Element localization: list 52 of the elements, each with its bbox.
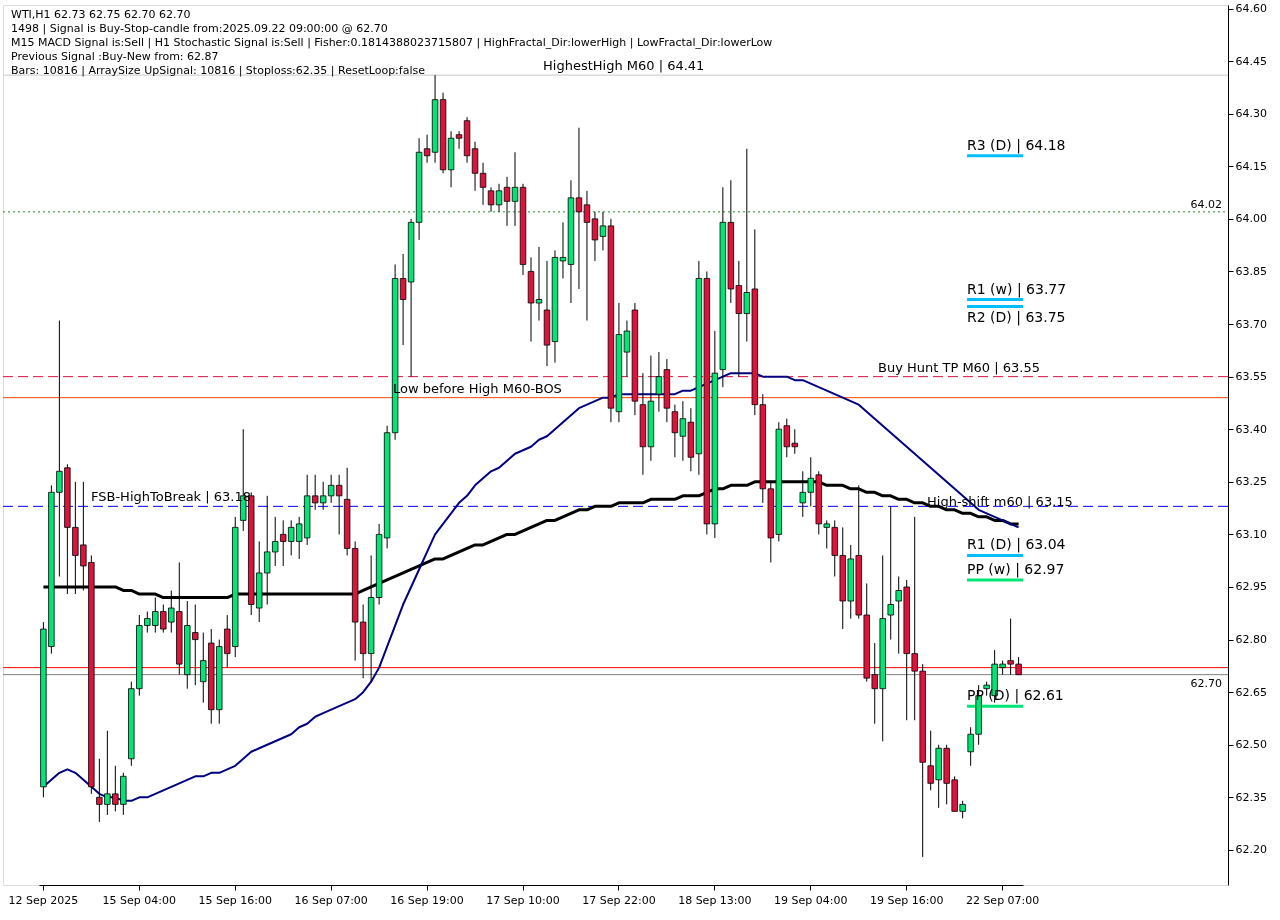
y-tick-label: 62.35 (1235, 790, 1267, 804)
candlestick (503, 176, 511, 227)
ref-line-label: R3 (D) | 64.18 (967, 136, 1066, 154)
ref-line-label: HighestHigh M60 | 64.41 (543, 58, 705, 74)
y-tick-label: 63.55 (1235, 370, 1267, 384)
candlestick (583, 190, 591, 322)
candlestick (479, 162, 487, 206)
candlestick (575, 127, 583, 290)
x-tick-label: 15 Sep 16:00 (198, 893, 272, 907)
y-tick-label: 63.40 (1235, 422, 1267, 436)
candlestick (887, 505, 894, 641)
y-tick-label: 64.45 (1235, 54, 1267, 68)
annotation: 1498 | Signal is Buy-Stop-candle from:2025.09.22 09:00:00 @ 62.70 (11, 22, 388, 35)
y-tick-label: 62.65 (1235, 685, 1267, 699)
ref-line-label: Buy Hunt TP M60 | 63.55 (878, 359, 1040, 375)
ref-line-label: R1 (w) | 63.77 (967, 280, 1067, 298)
annotation: Bars: 10816 | ArraySize UpSignal: 10816 | Stoploss:62.35 | ResetLoop:false (11, 64, 426, 77)
y-tick-label: 63.10 (1235, 527, 1267, 541)
candlestick (559, 221, 567, 279)
y-tick-label: 64.15 (1235, 159, 1267, 173)
y-tick-label: 62.50 (1235, 738, 1267, 752)
y-tick-label: 62.80 (1235, 633, 1267, 647)
candlestick (535, 246, 543, 322)
annotation: M15 MACD Signal is:Sell | H1 Stochastic Signal is:Sell | Fisher:0.1814388023715807 | HighFractal_Dir:lowerHigh | LowFractal_Dir:lowerLow (11, 36, 773, 49)
ref-line-label: PP (w) | 62.97 (967, 560, 1065, 578)
y-tick-label: 62.20 (1235, 843, 1267, 857)
x-tick-label: 17 Sep 22:00 (582, 893, 656, 907)
ref-line-label: 62.70 (1190, 676, 1222, 690)
chart-title: WTI,H1 62.73 62.75 62.70 62.70 (11, 8, 191, 21)
x-tick-label: 18 Sep 13:00 (678, 893, 752, 907)
candlestick (487, 186, 495, 213)
x-tick-label: 19 Sep 16:00 (869, 893, 944, 907)
x-tick-label: 16 Sep 07:00 (294, 893, 368, 907)
x-tick-label: 15 Sep 04:00 (102, 893, 177, 907)
x-tick-label: 19 Sep 04:00 (774, 893, 848, 907)
annotation: Previous Signal :Buy-New from: 62.87 (11, 50, 219, 63)
x-tick-label: 12 Sep 2025 (8, 893, 79, 907)
x-tick-label: 17 Sep 10:00 (486, 893, 560, 907)
ref-line-label: 64.02 (1190, 197, 1222, 211)
y-tick-label: 62.95 (1235, 580, 1267, 594)
ref-line-label: R1 (D) | 63.04 (967, 536, 1066, 554)
y-tick-label: 63.85 (1235, 264, 1267, 278)
y-tick-label: 63.25 (1235, 475, 1267, 489)
x-tick-label: 22 Sep 07:00 (965, 893, 1040, 907)
candlestick (511, 151, 519, 227)
candlestick (495, 183, 503, 213)
y-tick-label: 64.30 (1235, 107, 1267, 121)
y-tick-label: 64.00 (1235, 212, 1267, 226)
x-tick-label: 16 Sep 19:00 (390, 893, 464, 907)
y-tick-label: 63.70 (1235, 317, 1267, 331)
ref-line-label: R2 (D) | 63.75 (967, 308, 1066, 326)
y-tick-label: 64.60 (1235, 2, 1267, 16)
